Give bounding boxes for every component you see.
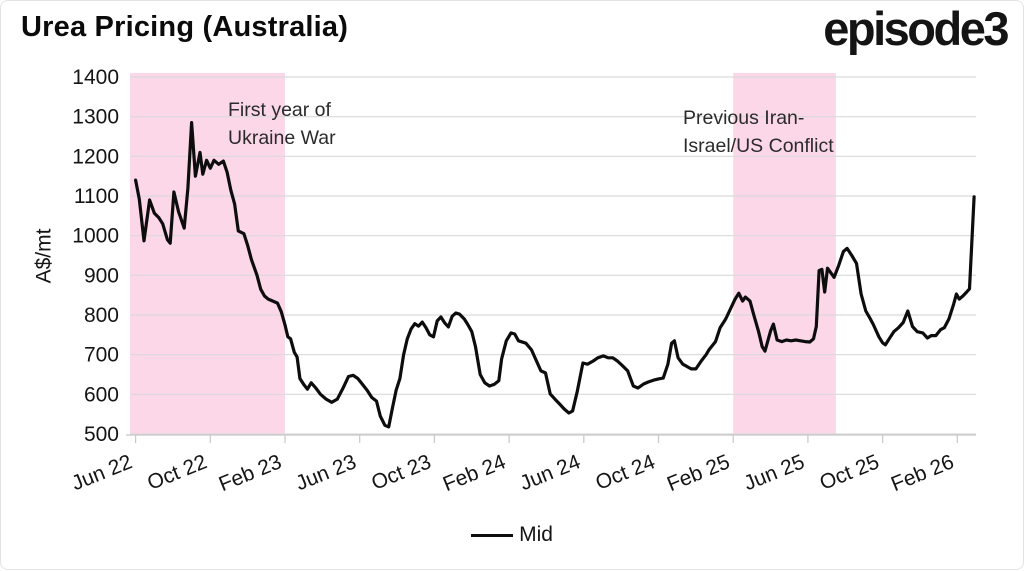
x-tick-label: Jun 23 [292, 450, 359, 495]
highlight-band [733, 73, 836, 434]
legend-label-mid: Mid [519, 523, 553, 546]
y-tick-label: 800 [84, 304, 119, 327]
highlight-band [130, 73, 286, 434]
y-tick-label: 1100 [74, 185, 119, 208]
x-tick-label: Feb 26 [888, 450, 957, 496]
y-tick-label: 600 [84, 383, 119, 406]
annotation-ukraine-war: First year of Ukraine War [228, 99, 336, 149]
y-tick-label: 1200 [72, 145, 119, 168]
y-axis-title: A$/mt [32, 228, 56, 284]
y-tick-label: 1000 [72, 225, 119, 248]
x-tick-label: Jun 25 [741, 450, 808, 495]
x-tick-label: Oct 22 [144, 450, 210, 495]
x-tick-label: Oct 25 [817, 450, 883, 495]
x-tick-label: Oct 23 [368, 450, 434, 495]
episode3-logo: episode3 [823, 2, 1009, 55]
y-tick-label: 1400 [72, 66, 119, 89]
legend-line-swatch [471, 533, 514, 537]
x-tick-label: Feb 23 [216, 450, 285, 496]
y-tick-label: 700 [84, 344, 119, 367]
legend: Mid [1, 523, 1023, 547]
x-tick-label: Feb 25 [664, 450, 733, 496]
page-title: Urea Pricing (Australia) [21, 11, 349, 43]
y-tick-label: 500 [84, 423, 119, 446]
y-tick-label: 1300 [72, 106, 119, 129]
x-tick-label: Oct 24 [592, 450, 658, 495]
annotation-iran-israel-conflict: Previous Iran- Israel/US Conflict [683, 107, 834, 157]
y-tick-label: 900 [84, 264, 119, 287]
x-tick-label: Jun 24 [517, 450, 584, 495]
x-tick-label: Feb 24 [440, 450, 510, 496]
x-tick-label: Jun 22 [68, 450, 135, 495]
mid-price-line [134, 120, 976, 429]
